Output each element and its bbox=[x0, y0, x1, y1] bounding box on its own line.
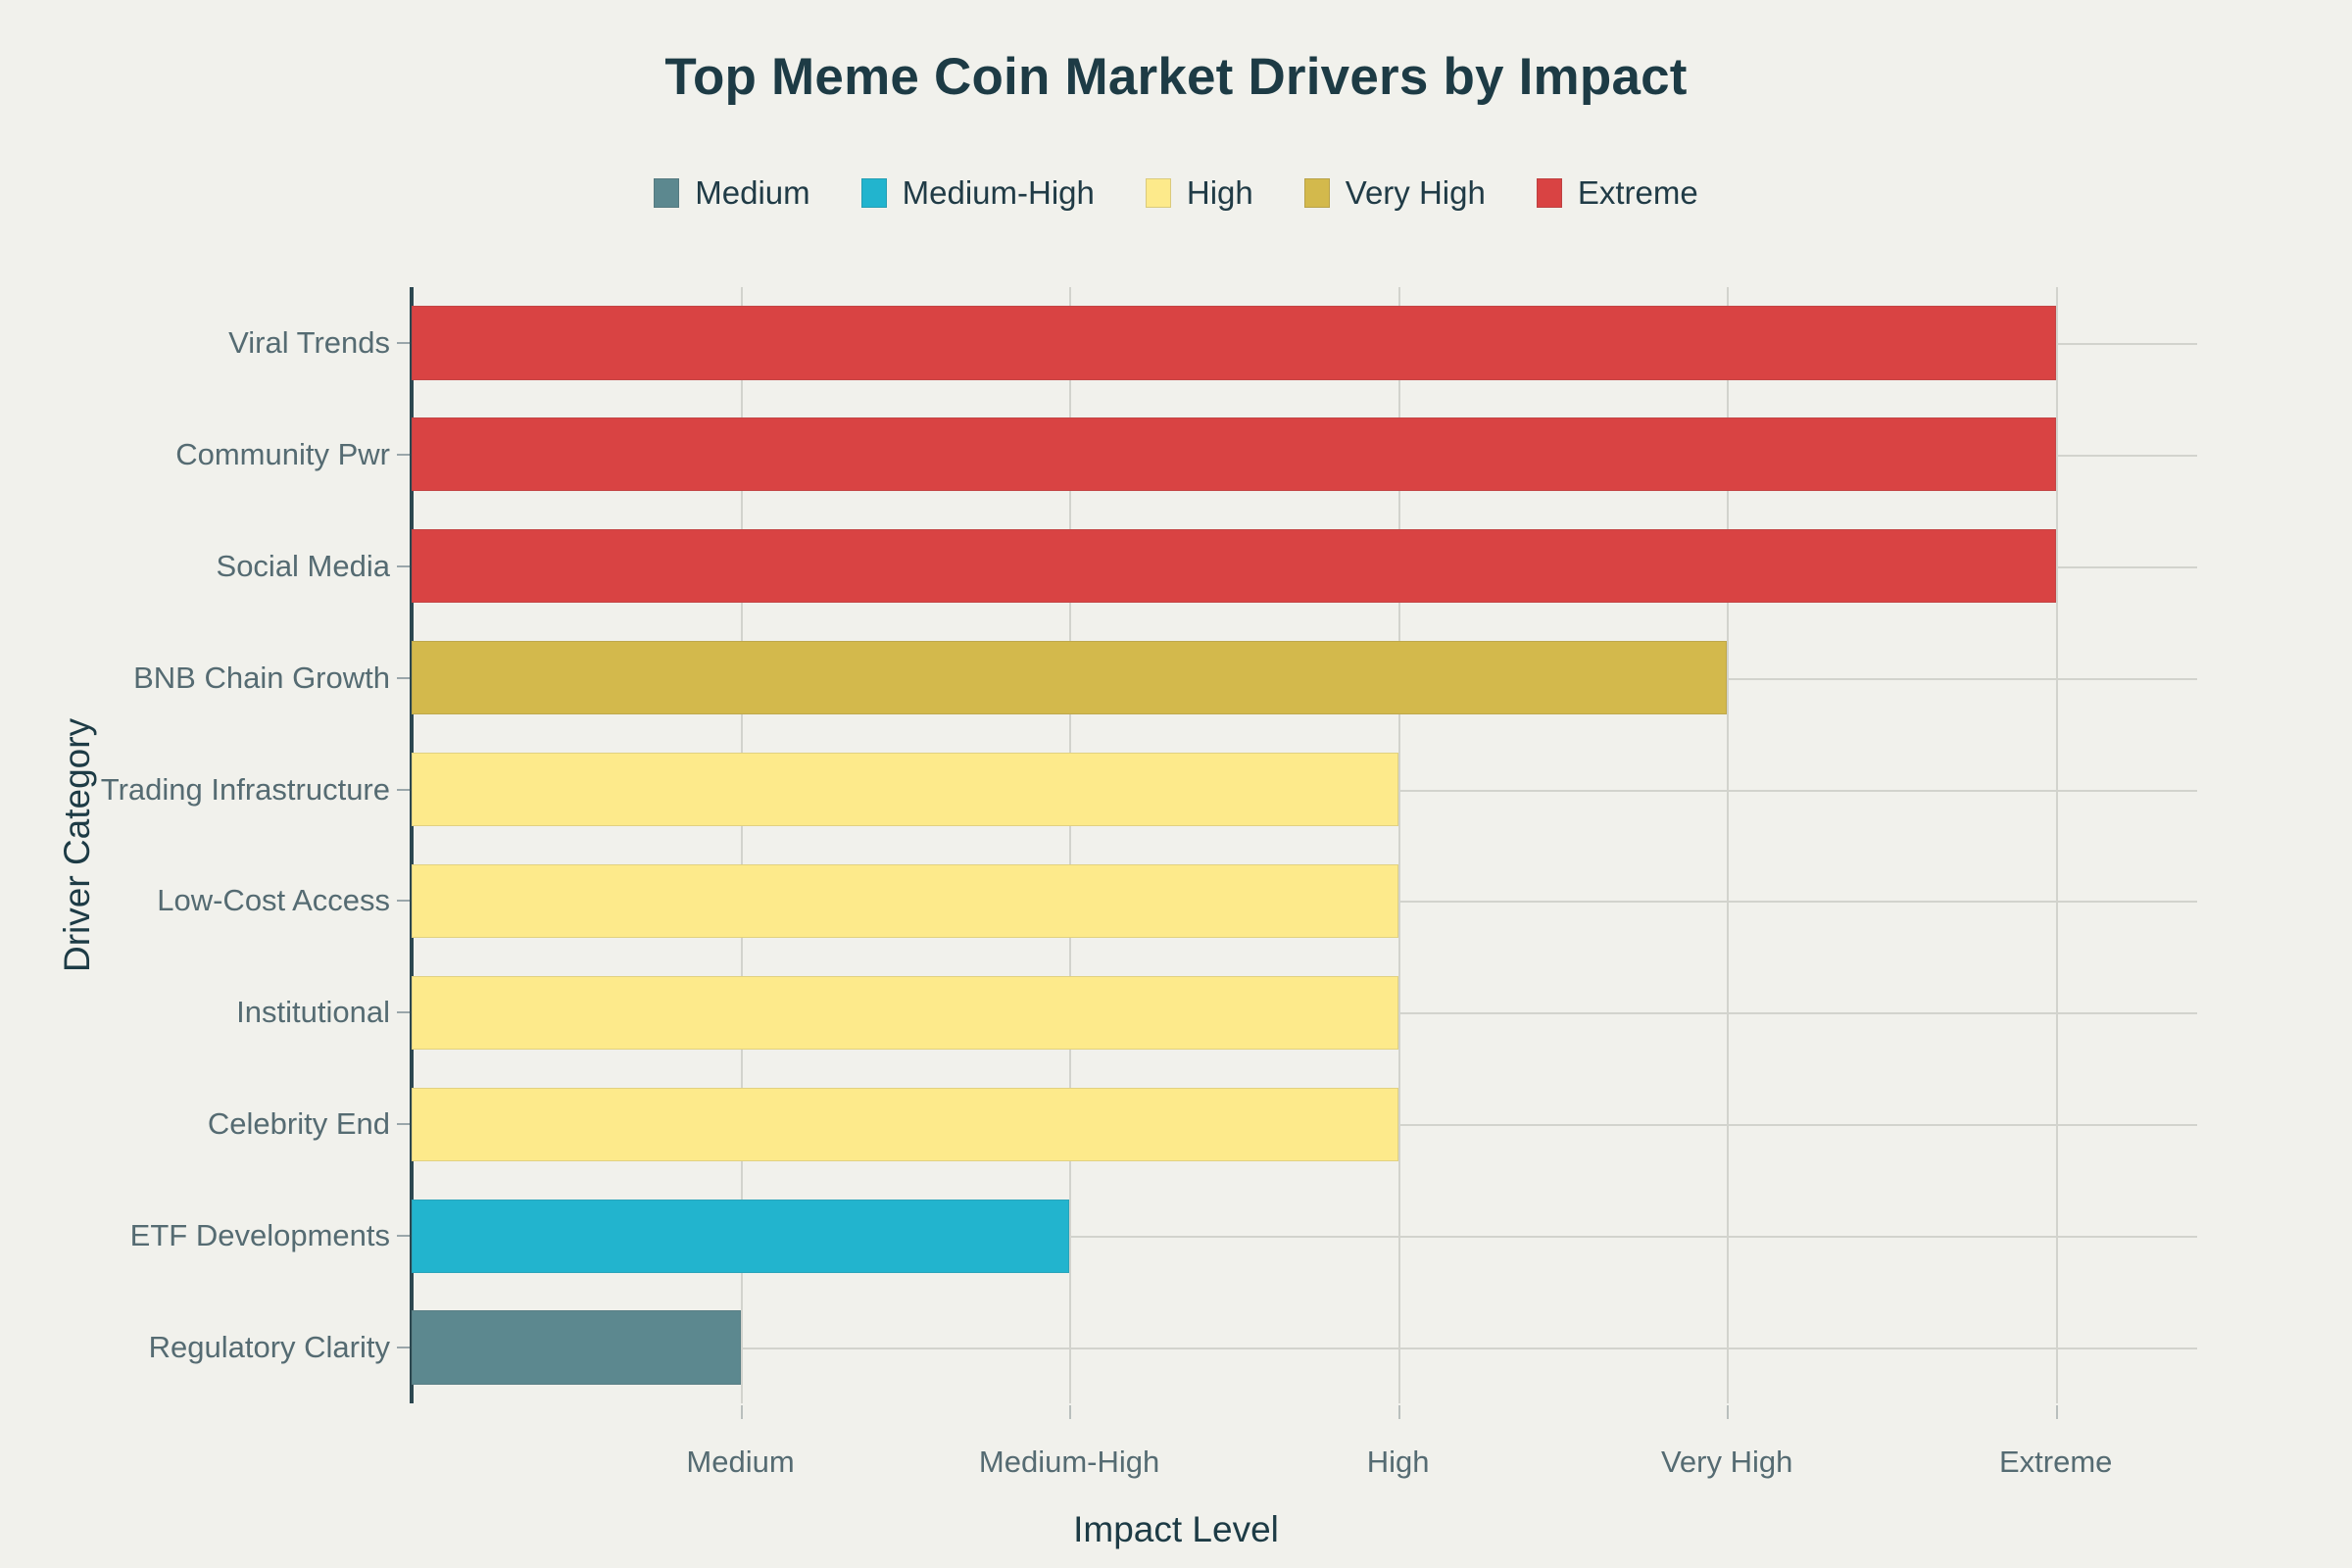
bar[interactable] bbox=[412, 975, 1398, 1050]
y-tick-mark bbox=[397, 1347, 410, 1349]
legend-label-medium: Medium bbox=[695, 174, 810, 211]
bar[interactable] bbox=[412, 752, 1398, 827]
y-tick-label: BNB Chain Growth bbox=[133, 660, 390, 695]
y-tick-mark bbox=[397, 788, 410, 791]
x-tick-mark bbox=[1397, 1405, 1400, 1419]
gridline-horizontal bbox=[412, 1348, 2197, 1350]
legend-item-medium[interactable]: Medium bbox=[654, 174, 810, 212]
gridline-vertical bbox=[740, 287, 743, 1403]
y-tick-mark bbox=[397, 900, 410, 903]
y-axis-line bbox=[410, 287, 414, 1403]
bar[interactable] bbox=[412, 529, 2056, 604]
chart-legend: Medium Medium-High High Very High Extrem… bbox=[0, 174, 2352, 212]
x-tick-label: Medium-High bbox=[978, 1445, 1160, 1479]
y-tick-mark bbox=[397, 341, 410, 344]
y-tick-label: Celebrity End bbox=[207, 1106, 390, 1142]
bar[interactable] bbox=[412, 641, 1728, 715]
y-tick-mark bbox=[397, 1235, 410, 1238]
y-tick-mark bbox=[397, 564, 410, 567]
chart-title: Top Meme Coin Market Drivers by Impact bbox=[664, 48, 1688, 106]
y-tick-label: Regulatory Clarity bbox=[148, 1330, 390, 1365]
x-tick-mark bbox=[2055, 1405, 2058, 1419]
legend-swatch-medium bbox=[654, 178, 680, 208]
legend-label-very-high: Very High bbox=[1345, 174, 1486, 211]
x-tick-label: Extreme bbox=[1998, 1445, 2113, 1479]
bar[interactable] bbox=[412, 1199, 1070, 1273]
x-tick-label: Very High bbox=[1660, 1445, 1793, 1479]
y-tick-mark bbox=[397, 1011, 410, 1014]
legend-label-high: High bbox=[1186, 174, 1253, 211]
y-tick-label: Viral Trends bbox=[228, 324, 390, 360]
legend-item-high[interactable]: High bbox=[1145, 174, 1253, 212]
legend-label-medium-high: Medium-High bbox=[902, 174, 1095, 211]
legend-label-extreme: Extreme bbox=[1577, 174, 1698, 211]
y-tick-mark bbox=[397, 453, 410, 456]
y-tick-label: Trading Infrastructure bbox=[100, 771, 390, 807]
x-tick-mark bbox=[740, 1405, 743, 1419]
x-tick-mark bbox=[1727, 1405, 1730, 1419]
y-axis-title: Driver Category bbox=[57, 717, 97, 972]
bar[interactable] bbox=[412, 306, 2056, 380]
y-tick-mark bbox=[397, 1123, 410, 1126]
bar[interactable] bbox=[412, 863, 1398, 939]
legend-swatch-high bbox=[1145, 178, 1171, 208]
x-tick-mark bbox=[1069, 1405, 1072, 1419]
x-axis-title: Impact Level bbox=[1073, 1509, 1279, 1549]
y-tick-label: Community Pwr bbox=[175, 436, 390, 471]
bar[interactable] bbox=[412, 1310, 741, 1385]
plot-area bbox=[410, 287, 2197, 1403]
y-tick-label: ETF Developments bbox=[129, 1218, 390, 1253]
x-tick-label: High bbox=[1366, 1445, 1430, 1479]
gridline-horizontal bbox=[412, 1236, 2197, 1239]
legend-item-very-high[interactable]: Very High bbox=[1303, 174, 1486, 212]
y-tick-label: Low-Cost Access bbox=[157, 883, 390, 918]
gridline-vertical bbox=[1397, 287, 1400, 1403]
legend-swatch-very-high bbox=[1303, 178, 1330, 208]
x-tick-label: Medium bbox=[686, 1445, 795, 1479]
gridline-vertical bbox=[1069, 287, 1072, 1403]
y-tick-label: Social Media bbox=[216, 548, 390, 583]
legend-item-medium-high[interactable]: Medium-High bbox=[860, 174, 1095, 212]
legend-item-extreme[interactable]: Extreme bbox=[1536, 174, 1698, 212]
bar[interactable] bbox=[412, 417, 2056, 492]
gridline-vertical bbox=[2055, 287, 2058, 1403]
legend-swatch-extreme bbox=[1536, 178, 1562, 208]
bar[interactable] bbox=[412, 1087, 1398, 1161]
legend-swatch-medium-high bbox=[860, 178, 887, 208]
y-tick-mark bbox=[397, 676, 410, 679]
gridline-vertical bbox=[1727, 287, 1730, 1403]
y-tick-label: Institutional bbox=[236, 995, 390, 1030]
